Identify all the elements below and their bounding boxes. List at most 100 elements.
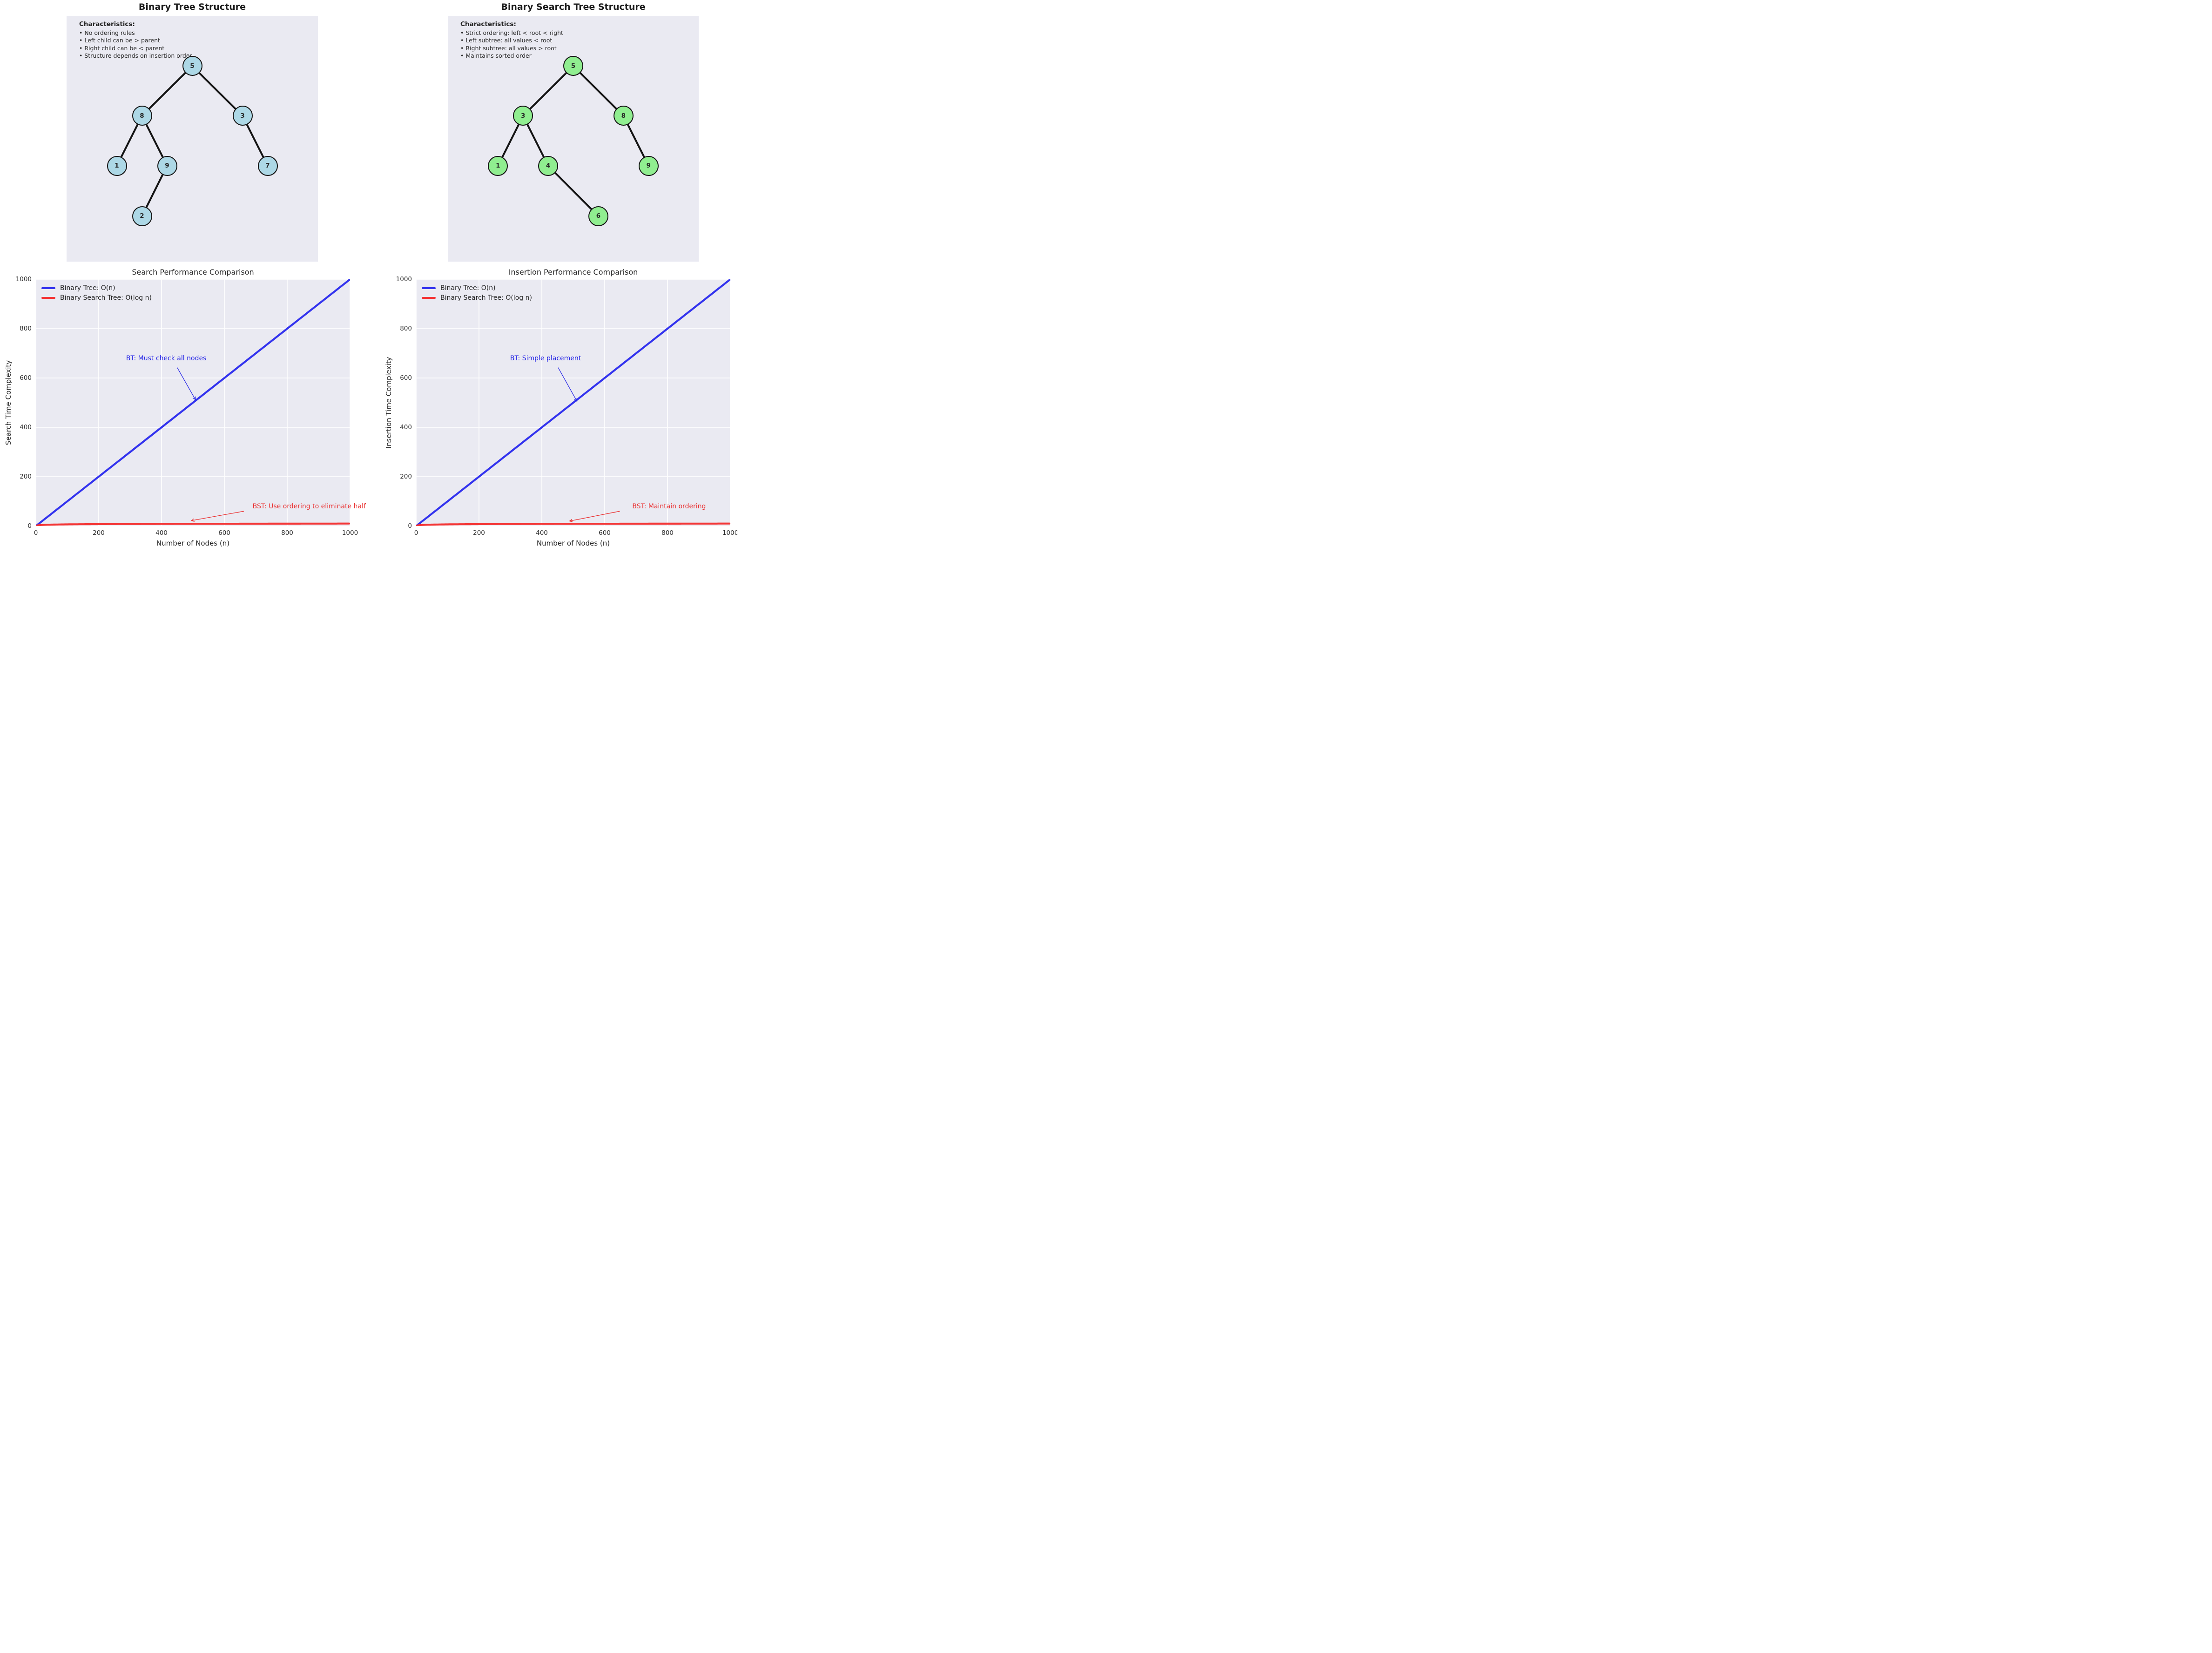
- characteristics-item: • Structure depends on insertion order: [79, 52, 192, 59]
- tree-edge: [191, 65, 243, 117]
- characteristics-item: • Right child can be < parent: [79, 44, 165, 52]
- annotation-arrow: [558, 367, 578, 402]
- tree-node-5: 5: [563, 56, 583, 76]
- annotation-arrowhead: [191, 520, 195, 522]
- y-tick-label: 600: [400, 374, 412, 382]
- search-chart-ylabel: Search Time Complexity: [4, 360, 13, 445]
- x-tick-label: 200: [93, 529, 105, 537]
- legend-row: Binary Search Tree: O(log n): [41, 293, 152, 304]
- characteristics-item: • Right subtree: all values > root: [460, 44, 557, 52]
- bst-characteristics: Characteristics: • Strict ordering: left…: [460, 20, 563, 60]
- characteristics-heading: Characteristics:: [79, 20, 135, 28]
- legend-label: Binary Tree: O(n): [60, 284, 115, 292]
- tree-node-4: 4: [538, 155, 559, 176]
- x-tick-label: 800: [661, 529, 674, 537]
- x-tick-label: 200: [473, 529, 485, 537]
- annotation-arrowhead: [569, 520, 573, 522]
- tree-edge: [522, 65, 574, 117]
- tree-node-2: 2: [132, 206, 152, 226]
- characteristics-item: • Strict ordering: left < root < right: [460, 29, 563, 36]
- search-chart-xlabel: Number of Nodes (n): [156, 539, 230, 547]
- tree-node-1: 1: [107, 155, 127, 176]
- x-tick-label: 1000: [342, 529, 358, 537]
- series-line-binary-tree: [36, 279, 350, 526]
- binary-tree-title: Binary Tree Structure: [138, 2, 246, 12]
- y-tick-label: 600: [20, 374, 32, 382]
- tree-node-5: 5: [182, 56, 202, 76]
- binary-tree-panel: Characteristics: • No ordering rules • L…: [67, 16, 318, 262]
- annotation-bt: BT: Simple placement: [510, 354, 581, 362]
- y-tick-label: 1000: [396, 276, 412, 283]
- tree-node-8: 8: [132, 106, 152, 126]
- y-tick-label: 400: [20, 424, 32, 431]
- tree-node-3: 3: [513, 106, 533, 126]
- characteristics-item: • Left subtree: all values < root: [460, 37, 553, 44]
- tree-node-3: 3: [232, 106, 253, 126]
- characteristics-heading: Characteristics:: [460, 20, 516, 28]
- insertion-chart-xlabel: Number of Nodes (n): [536, 539, 610, 547]
- annotation-bst: BST: Use ordering to eliminate half: [252, 502, 366, 510]
- y-tick-label: 400: [400, 424, 412, 431]
- series-line-binary-tree: [416, 279, 730, 526]
- tree-node-7: 7: [257, 155, 278, 176]
- annotation-bt: BT: Must check all nodes: [126, 354, 207, 362]
- annotation-bst: BST: Maintain ordering: [632, 502, 706, 510]
- legend-row: Binary Tree: O(n): [41, 283, 152, 293]
- insertion-chart-plot-area: Binary Tree: O(n) Binary Search Tree: O(…: [416, 279, 730, 526]
- tree-node-8: 8: [613, 106, 634, 126]
- search-chart-title: Search Performance Comparison: [132, 268, 254, 277]
- characteristics-item: • Maintains sorted order: [460, 52, 532, 59]
- legend-swatch-bst: [41, 297, 55, 299]
- y-tick-label: 200: [400, 473, 412, 480]
- insertion-chart-svg: [416, 279, 730, 526]
- bst-panel: Characteristics: • Strict ordering: left…: [448, 16, 699, 262]
- insertion-chart-title: Insertion Performance Comparison: [508, 268, 638, 277]
- search-chart-plot-area: Binary Tree: O(n) Binary Search Tree: O(…: [36, 279, 366, 526]
- x-tick-label: 800: [281, 529, 293, 537]
- series-line-bst: [36, 522, 350, 526]
- binary-tree-characteristics: Characteristics: • No ordering rules • L…: [79, 20, 192, 60]
- tree-edge: [573, 65, 624, 117]
- tree-node-1: 1: [488, 155, 508, 176]
- characteristics-item: • No ordering rules: [79, 29, 135, 36]
- x-tick-label: 1000: [722, 529, 737, 537]
- annotation-arrowhead: [569, 519, 573, 521]
- legend-label: Binary Tree: O(n): [440, 284, 496, 292]
- series-line-bst: [416, 522, 730, 526]
- legend-label: Binary Search Tree: O(log n): [60, 294, 152, 302]
- annotation-arrowhead: [574, 399, 577, 402]
- legend-swatch-bst: [422, 297, 436, 299]
- annotation-arrowhead: [191, 518, 195, 521]
- insertion-chart-legend: Binary Tree: O(n) Binary Search Tree: O(…: [422, 283, 532, 303]
- y-tick-label: 200: [20, 473, 32, 480]
- search-chart-legend: Binary Tree: O(n) Binary Search Tree: O(…: [41, 283, 152, 303]
- legend-swatch-binary-tree: [422, 287, 436, 289]
- y-tick-label: 800: [20, 325, 32, 332]
- tree-node-9: 9: [157, 155, 177, 176]
- legend-label: Binary Search Tree: O(log n): [440, 294, 532, 302]
- y-tick-label: 1000: [15, 276, 32, 283]
- annotation-arrow: [191, 511, 244, 521]
- x-tick-label: 600: [599, 529, 611, 537]
- legend-swatch-binary-tree: [41, 287, 55, 289]
- x-tick-label: 600: [218, 529, 230, 537]
- annotation-arrow: [569, 511, 620, 522]
- insertion-chart-ylabel: Insertion Time Complexity: [384, 357, 393, 449]
- figure-canvas: Binary Tree Structure Binary Search Tree…: [0, 0, 737, 551]
- characteristics-item: • Left child can be > parent: [79, 37, 160, 44]
- x-tick-label: 0: [34, 529, 38, 537]
- y-tick-label: 0: [27, 522, 32, 530]
- y-tick-label: 0: [408, 522, 412, 530]
- x-tick-label: 400: [155, 529, 168, 537]
- tree-node-6: 6: [588, 206, 608, 226]
- annotation-arrowhead: [192, 398, 196, 400]
- tree-node-9: 9: [638, 155, 659, 176]
- x-tick-label: 0: [414, 529, 418, 537]
- legend-row: Binary Tree: O(n): [422, 283, 532, 293]
- tree-edge: [547, 165, 599, 217]
- y-tick-label: 800: [400, 325, 412, 332]
- legend-row: Binary Search Tree: O(log n): [422, 293, 532, 304]
- search-chart-svg: [36, 279, 350, 526]
- x-tick-label: 400: [536, 529, 548, 537]
- tree-edge: [141, 65, 193, 117]
